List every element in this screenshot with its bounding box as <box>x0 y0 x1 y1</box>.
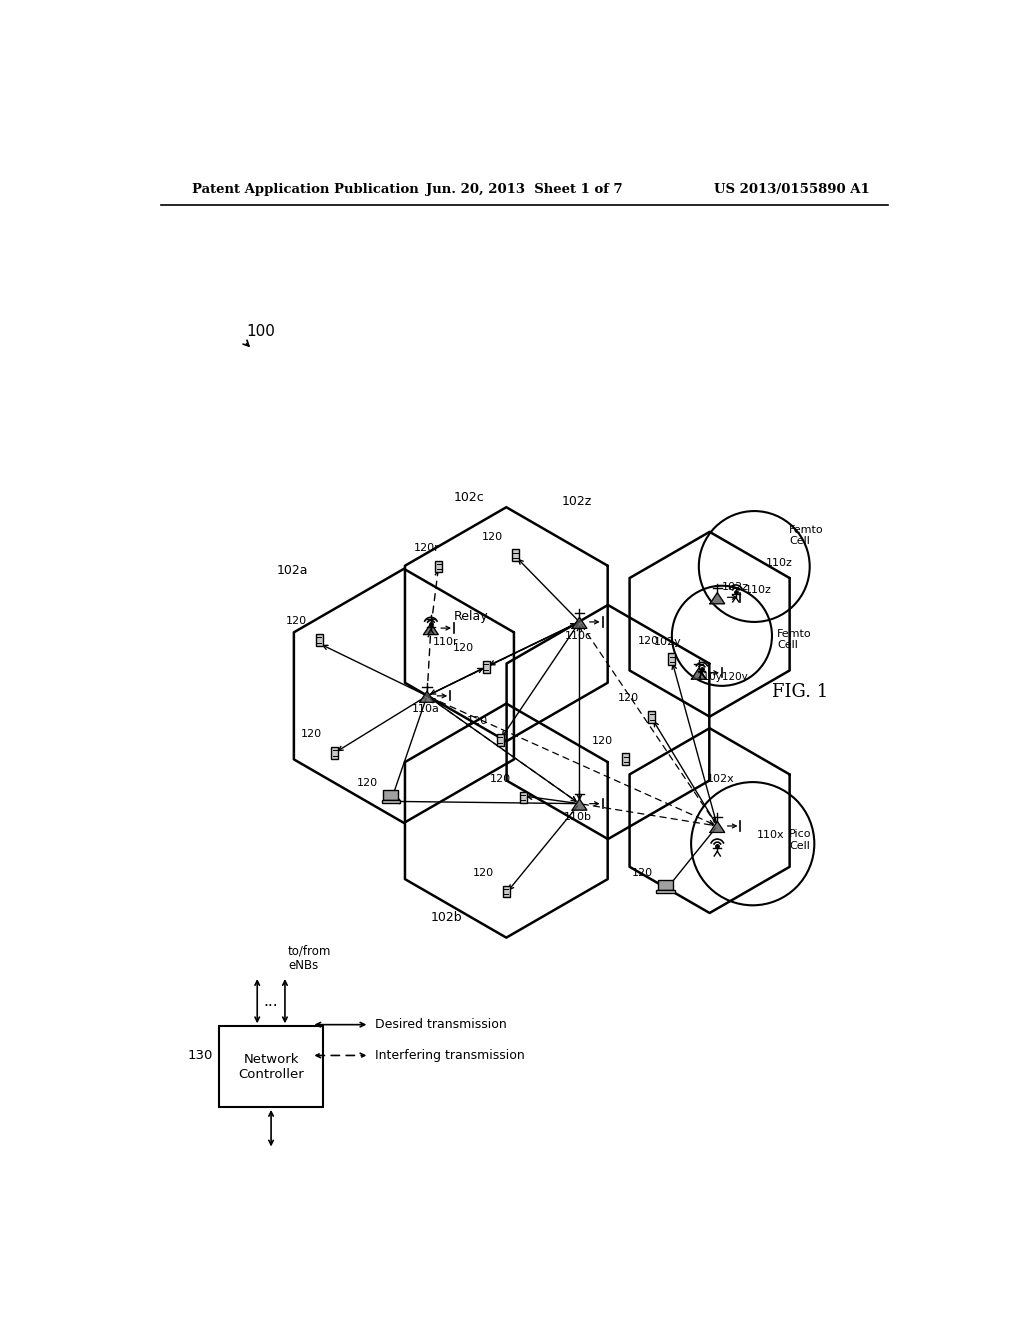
Text: 102c: 102c <box>454 491 484 504</box>
Text: 110z: 110z <box>766 558 793 569</box>
Text: 100: 100 <box>246 323 274 338</box>
Text: ...: ... <box>264 994 279 1008</box>
Text: 102z: 102z <box>562 495 592 508</box>
Polygon shape <box>572 618 587 628</box>
Text: 120: 120 <box>286 616 306 626</box>
Bar <box>656 890 675 892</box>
Text: Pico
Cell: Pico Cell <box>788 829 811 850</box>
Text: Network
Controller: Network Controller <box>239 1052 304 1081</box>
Bar <box>503 886 510 898</box>
Text: 102y: 102y <box>654 638 682 647</box>
Text: 120: 120 <box>618 693 639 704</box>
Bar <box>648 710 655 722</box>
Text: Relay: Relay <box>454 610 488 623</box>
Text: 110c: 110c <box>564 631 592 640</box>
Bar <box>482 661 489 672</box>
Text: 120: 120 <box>473 869 494 878</box>
Text: to/from
eNBs: to/from eNBs <box>288 944 332 973</box>
Text: Jun. 20, 2013  Sheet 1 of 7: Jun. 20, 2013 Sheet 1 of 7 <box>426 182 624 195</box>
Text: 120: 120 <box>592 735 613 746</box>
Bar <box>520 792 526 804</box>
Text: Femto
Cell: Femto Cell <box>788 525 823 546</box>
Bar <box>658 880 673 890</box>
Text: 110x: 110x <box>757 829 784 840</box>
Text: FIG. 1: FIG. 1 <box>772 684 828 701</box>
Text: 120: 120 <box>357 777 378 788</box>
Polygon shape <box>424 623 438 635</box>
Polygon shape <box>710 593 725 603</box>
Bar <box>383 789 398 800</box>
Bar <box>382 800 400 803</box>
Bar <box>315 634 323 645</box>
Text: Femto
Cell: Femto Cell <box>777 628 812 651</box>
Text: 120: 120 <box>453 643 474 653</box>
Text: 130: 130 <box>187 1048 213 1061</box>
Text: 110b: 110b <box>564 812 592 822</box>
Polygon shape <box>420 692 434 702</box>
Text: 110z: 110z <box>745 585 772 595</box>
Bar <box>435 561 441 572</box>
Text: 120r: 120r <box>414 543 440 553</box>
Text: Interfering transmission: Interfering transmission <box>376 1049 525 1063</box>
Polygon shape <box>572 799 587 810</box>
Bar <box>219 1026 323 1107</box>
Bar <box>512 549 519 561</box>
Text: 120: 120 <box>467 717 487 726</box>
Text: Patent Application Publication: Patent Application Publication <box>193 182 419 195</box>
Bar <box>669 653 676 665</box>
Bar <box>331 747 338 759</box>
Polygon shape <box>691 668 707 680</box>
Text: 102x: 102x <box>707 774 734 784</box>
Text: 120: 120 <box>489 774 511 784</box>
Text: 120: 120 <box>632 869 653 878</box>
Text: 102b: 102b <box>430 911 462 924</box>
Text: 120: 120 <box>301 730 323 739</box>
Bar <box>497 734 504 746</box>
Text: 120: 120 <box>638 635 659 645</box>
Text: 120: 120 <box>482 532 503 541</box>
Text: 110a: 110a <box>412 705 439 714</box>
Text: 110y120y: 110y120y <box>696 672 749 681</box>
Text: 102z: 102z <box>722 582 749 591</box>
Text: 102a: 102a <box>276 564 308 577</box>
Polygon shape <box>710 821 725 833</box>
Text: 110r: 110r <box>432 636 458 647</box>
Bar <box>623 754 629 764</box>
Text: Desired transmission: Desired transmission <box>376 1018 507 1031</box>
Text: US 2013/0155890 A1: US 2013/0155890 A1 <box>714 182 869 195</box>
